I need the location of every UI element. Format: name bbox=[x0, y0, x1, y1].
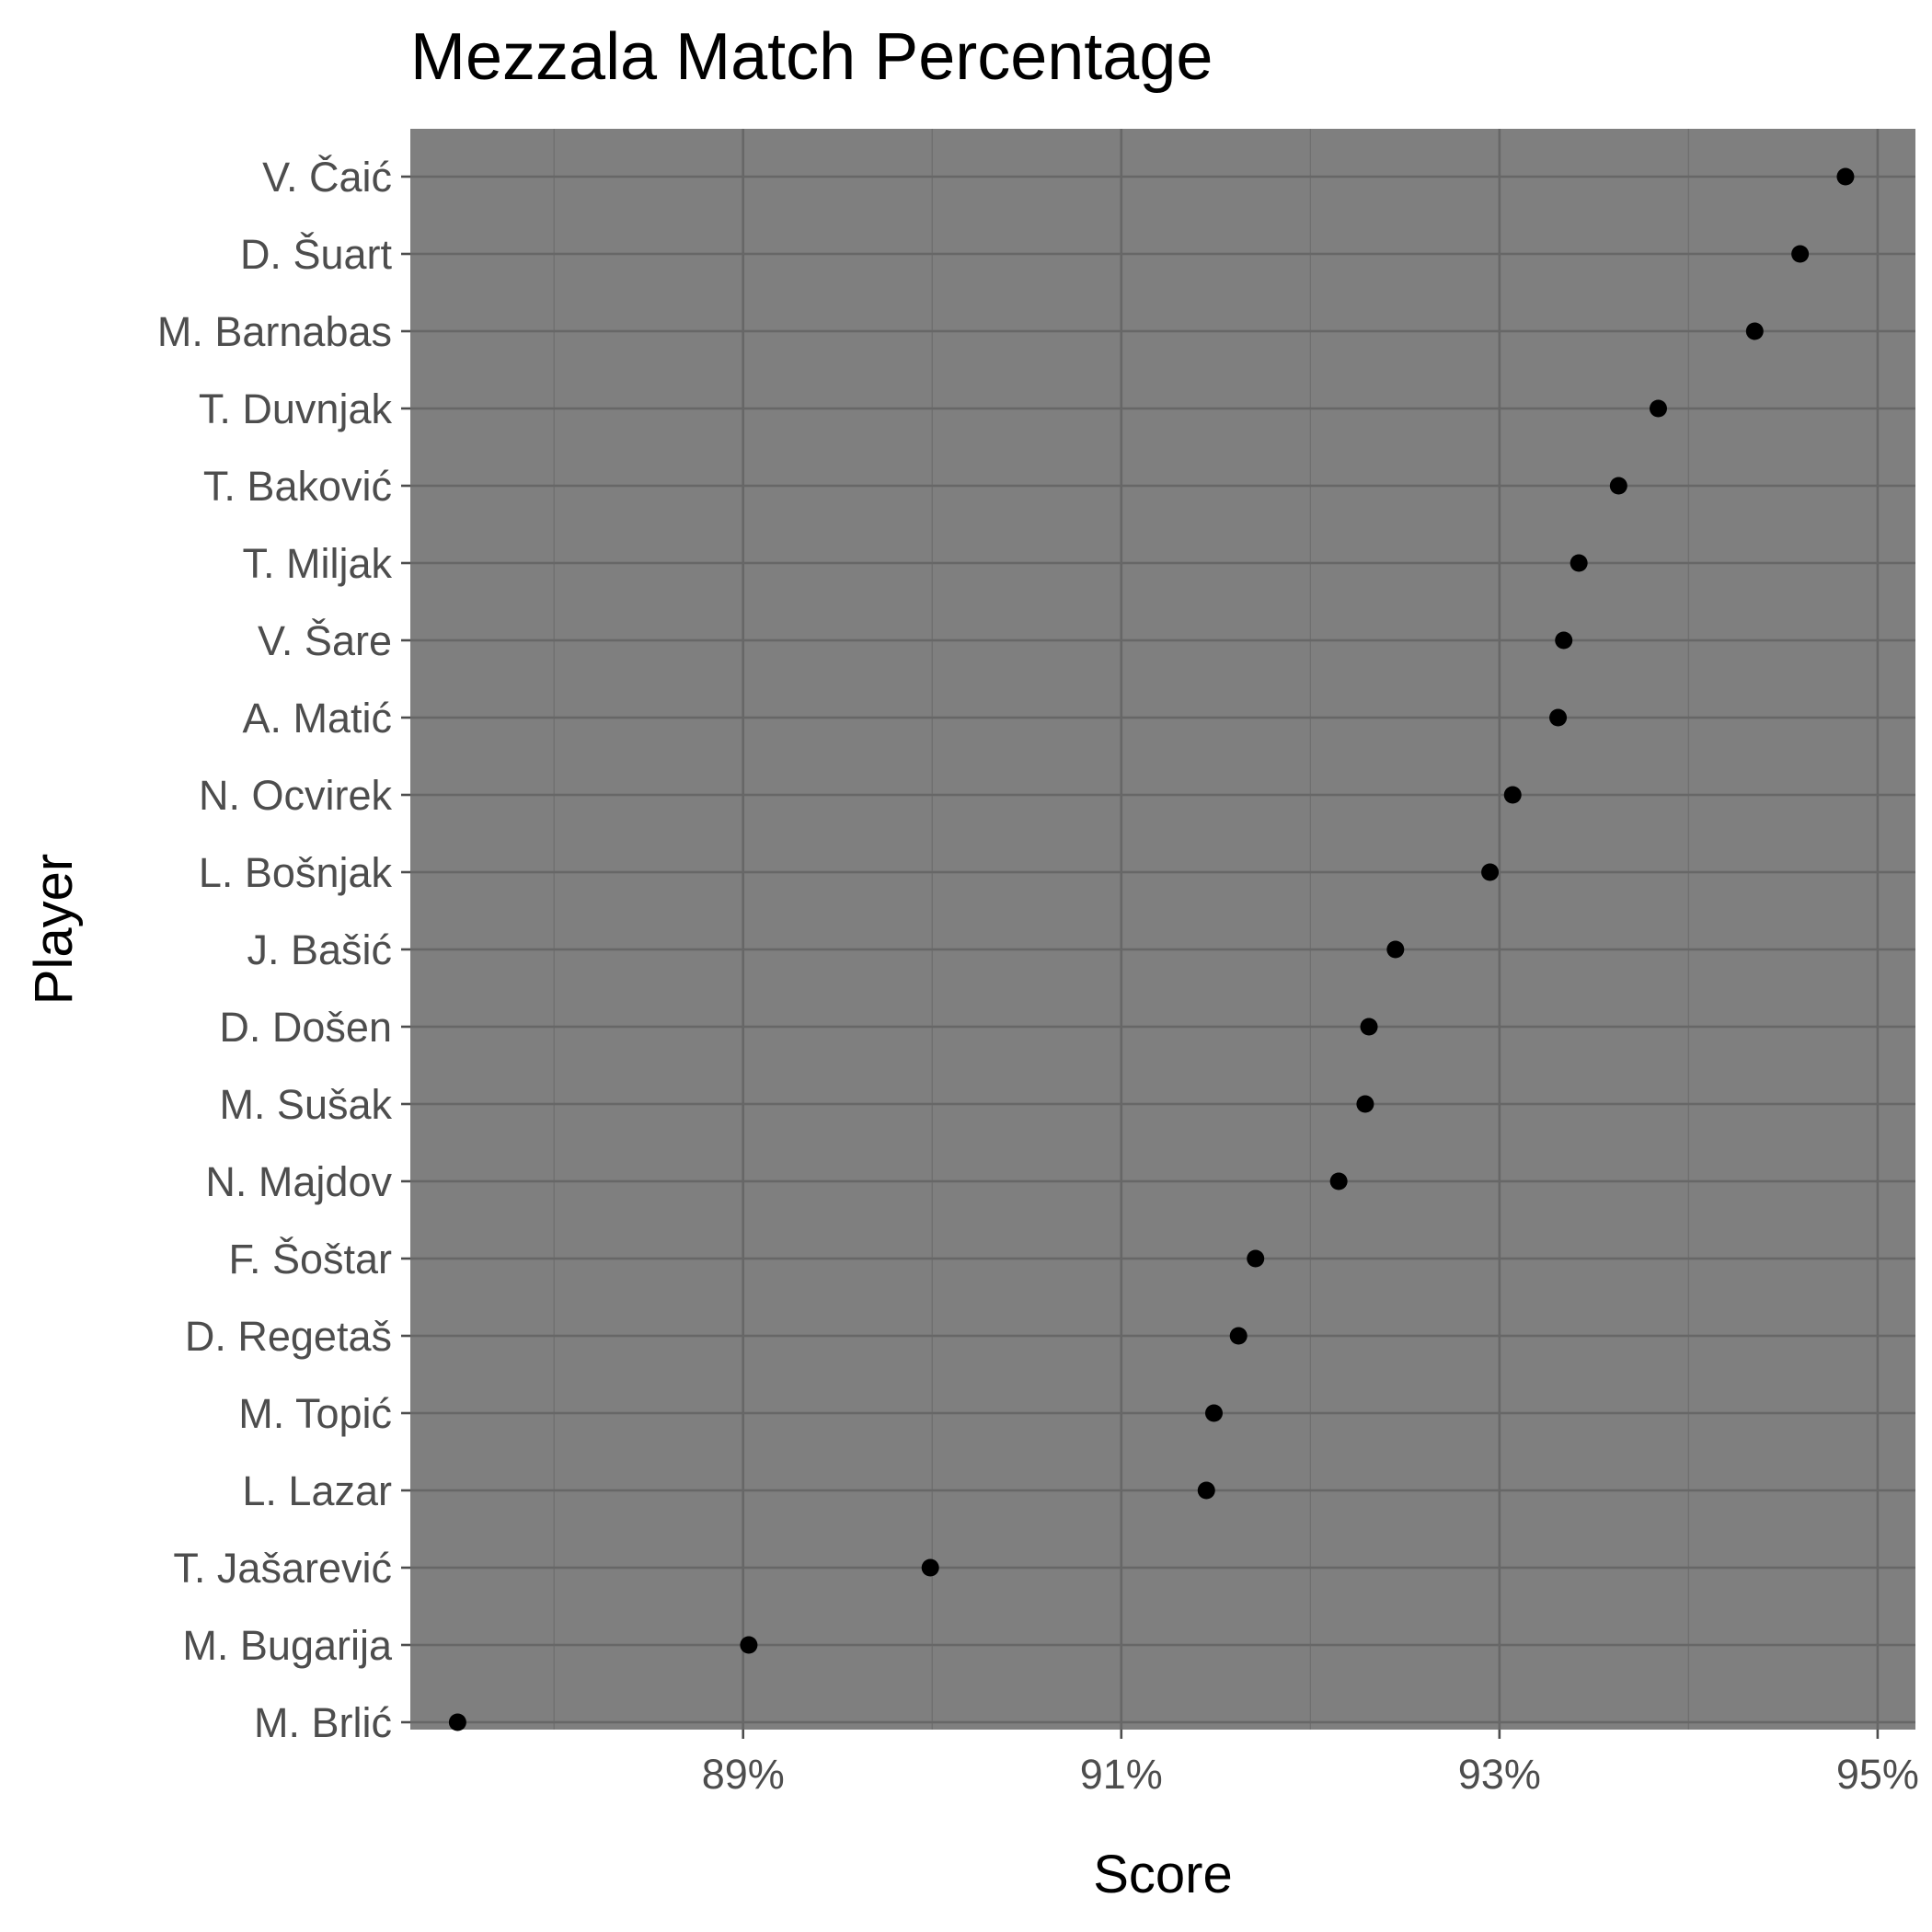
y-tick-label: V. Šare bbox=[258, 617, 392, 664]
y-tick-label: M. Sušak bbox=[219, 1081, 392, 1128]
y-tick-label: T. Miljak bbox=[242, 540, 392, 587]
plot-panel bbox=[410, 129, 1915, 1730]
data-point bbox=[1247, 1249, 1265, 1268]
x-tick-label: 91% bbox=[1080, 1751, 1163, 1798]
data-point bbox=[1791, 245, 1810, 263]
x-tick-label: 95% bbox=[1836, 1751, 1919, 1798]
y-tick-label: D. Šuart bbox=[240, 231, 393, 278]
data-point bbox=[921, 1558, 939, 1577]
data-point bbox=[1204, 1404, 1223, 1422]
data-point bbox=[1570, 554, 1588, 572]
x-axis-title: Score bbox=[1093, 1845, 1233, 1904]
y-tick-label: M. Bugarija bbox=[182, 1622, 393, 1669]
data-point bbox=[1329, 1172, 1348, 1190]
y-tick-label: F. Šoštar bbox=[228, 1236, 392, 1282]
data-point bbox=[1481, 863, 1500, 881]
major-gridlines bbox=[742, 129, 1880, 1730]
player-gridlines bbox=[410, 175, 1915, 1724]
y-tick-label: M. Topić bbox=[238, 1390, 392, 1437]
data-point bbox=[1229, 1327, 1248, 1345]
x-tick-label: 93% bbox=[1458, 1751, 1541, 1798]
data-point bbox=[1197, 1481, 1215, 1500]
data-point bbox=[1356, 1095, 1374, 1113]
data-point bbox=[1555, 631, 1573, 650]
y-tick-label: A. Matić bbox=[242, 695, 392, 742]
y-tick-label: T. Duvnjak bbox=[199, 385, 393, 432]
data-point bbox=[1836, 167, 1855, 186]
y-tick-label: N. Ocvirek bbox=[199, 772, 393, 819]
data-point bbox=[1745, 322, 1764, 340]
y-tick-label: L. Bošnjak bbox=[199, 849, 393, 896]
y-tick-label: V. Čaić bbox=[262, 154, 392, 201]
y-tick-label: T. Jašarević bbox=[173, 1545, 392, 1592]
y-tick-label: D. Došen bbox=[219, 1004, 392, 1051]
data-points bbox=[448, 167, 1855, 1731]
y-tick-label: J. Bašić bbox=[247, 926, 392, 973]
data-point bbox=[1649, 399, 1667, 418]
chart-title: Mezzala Match Percentage bbox=[410, 20, 1213, 94]
x-tick-label: 89% bbox=[702, 1751, 785, 1798]
data-point bbox=[1360, 1018, 1378, 1036]
y-tick-label: T. Baković bbox=[203, 463, 392, 510]
y-tick-label: M. Barnabas bbox=[157, 308, 392, 355]
data-point bbox=[1609, 477, 1627, 495]
y-axis-title: Player bbox=[24, 854, 84, 1005]
data-point bbox=[1386, 940, 1405, 959]
data-point bbox=[448, 1713, 466, 1731]
y-tick-label: N. Majdov bbox=[205, 1158, 392, 1205]
minor-gridlines bbox=[553, 129, 1690, 1730]
data-point bbox=[1549, 708, 1568, 727]
x-axis: 89% 91% 93% 95% bbox=[702, 1730, 1919, 1798]
y-axis: V. Čaić D. Šuart M. Barnabas T. Duvnjak T. B… bbox=[157, 154, 410, 1746]
y-tick-label: L. Lazar bbox=[242, 1467, 392, 1514]
y-tick-label: D. Regetaš bbox=[185, 1313, 392, 1360]
data-point bbox=[740, 1636, 758, 1654]
data-point bbox=[1503, 786, 1522, 804]
y-tick-label: M. Brlić bbox=[254, 1699, 392, 1746]
